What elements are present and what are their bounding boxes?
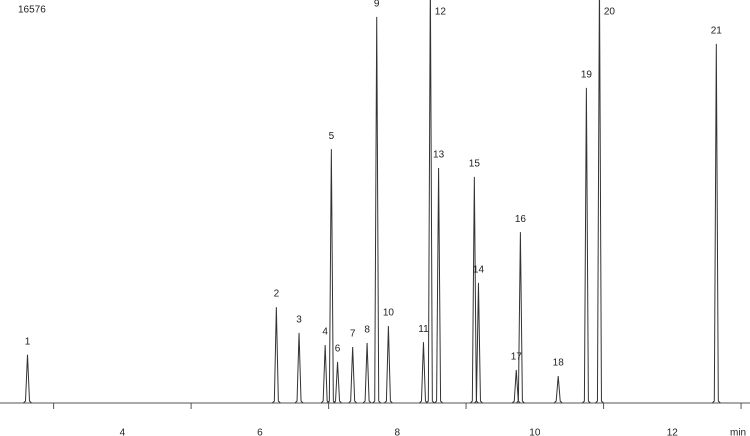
peak	[348, 346, 358, 404]
peak	[372, 16, 382, 404]
peak	[419, 342, 428, 404]
peak-label: 17	[511, 352, 523, 363]
x-tick-label: 12	[667, 428, 679, 436]
peak-label: 21	[711, 26, 723, 37]
peak	[469, 176, 479, 404]
peak	[333, 361, 342, 404]
peak	[425, 0, 435, 404]
peak-label: 7	[350, 329, 356, 340]
peak	[326, 149, 336, 404]
peak	[362, 342, 372, 404]
x-axis-label: min	[730, 428, 746, 436]
peak	[474, 282, 483, 404]
peak	[23, 354, 32, 404]
peak	[582, 87, 591, 404]
peaks	[23, 0, 721, 404]
peak-label: 18	[553, 358, 565, 369]
peak-label: 16	[515, 214, 527, 225]
peak	[595, 0, 604, 404]
peak-label: 11	[418, 324, 429, 335]
peak	[511, 369, 521, 404]
peak-label: 8	[364, 325, 370, 336]
x-tick-label: 4	[120, 428, 126, 436]
peak	[271, 307, 281, 404]
peak	[711, 43, 721, 404]
peak-label: 15	[469, 159, 481, 170]
peak-label: 10	[383, 308, 395, 319]
peak-label: 5	[329, 131, 335, 142]
peak-label: 6	[335, 344, 341, 355]
peak	[384, 326, 393, 404]
peak-label: 19	[581, 69, 593, 80]
peak-label: 3	[296, 315, 302, 326]
x-tick-label: 10	[529, 428, 541, 436]
x-tick-label: 6	[257, 428, 263, 436]
peak-label: 4	[322, 327, 328, 338]
chart-title: 16576	[18, 5, 46, 16]
peak-label: 13	[433, 150, 445, 161]
peak	[553, 375, 563, 404]
peak	[516, 232, 525, 404]
peak	[294, 332, 304, 404]
peak	[434, 168, 443, 404]
x-tick-label: 8	[395, 428, 401, 436]
peak-label: 9	[374, 0, 380, 10]
peak-label: 1	[25, 336, 31, 347]
peak-label: 2	[274, 289, 280, 300]
peak-label: 12	[435, 7, 447, 18]
peak-label: 14	[473, 265, 485, 276]
peak	[320, 344, 330, 404]
peak-label: 20	[604, 7, 616, 18]
